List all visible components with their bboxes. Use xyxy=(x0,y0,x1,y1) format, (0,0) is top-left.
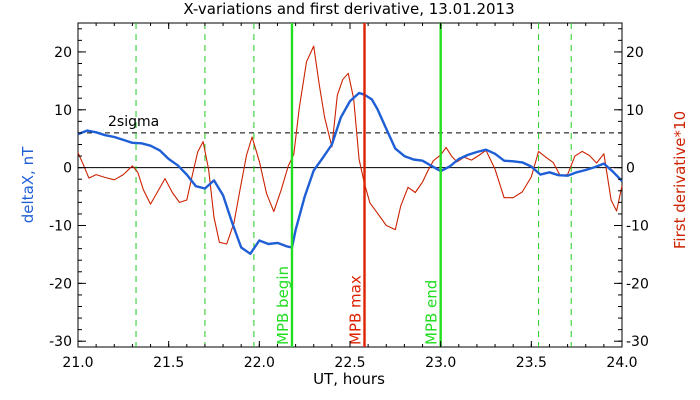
mpb-label: MPB end xyxy=(423,280,441,345)
y-right-tick-label: 10 xyxy=(626,103,644,119)
axis-ticks: 21.0 21.5 22.0 22.5 23.0 23.5 24.0 20 10 0 -10 -20 -… xyxy=(49,23,649,371)
x-tick-label: 22.0 xyxy=(244,355,275,371)
sigma-label: 2sigma xyxy=(108,114,159,130)
x-tick-label: 22.5 xyxy=(334,355,365,371)
x-tick-label: 23.5 xyxy=(516,355,547,371)
y-left-tick-label: 10 xyxy=(54,103,72,119)
series-lines xyxy=(77,45,623,256)
y-right-tick-label: -20 xyxy=(626,276,649,292)
y-left-tick-label: 0 xyxy=(63,161,72,177)
mpb-label: MPB begin xyxy=(274,266,292,345)
y-axis-title-left: deltaX, nT xyxy=(19,146,37,223)
deltax-series-line xyxy=(77,91,623,256)
y-right-tick-label: 0 xyxy=(626,161,635,177)
y-left-tick-label: -10 xyxy=(49,219,72,235)
mpb-markers: MPB begin MPB max MPB end xyxy=(274,23,442,347)
derivative-series-line xyxy=(77,45,623,245)
y-right-tick-label: -30 xyxy=(626,334,649,350)
x-tick-label: 21.5 xyxy=(153,355,184,371)
mpb-label: MPB max xyxy=(347,275,365,345)
x-axis-title: UT, hours xyxy=(313,370,385,388)
x-tick-label: 21.0 xyxy=(62,355,93,371)
y-right-tick-label: 20 xyxy=(626,45,644,61)
x-tick-label: 23.0 xyxy=(425,355,456,371)
y-left-tick-label: -20 xyxy=(49,276,72,292)
y-axis-title-right: First derivative*10 xyxy=(671,111,689,249)
y-right-tick-label: -10 xyxy=(626,219,649,235)
x-tick-label: 24.0 xyxy=(606,355,637,371)
y-left-tick-label: 20 xyxy=(54,45,72,61)
y-left-tick-label: -30 xyxy=(49,334,72,350)
chart-title: X-variations and first derivative, 13.01… xyxy=(183,0,514,18)
